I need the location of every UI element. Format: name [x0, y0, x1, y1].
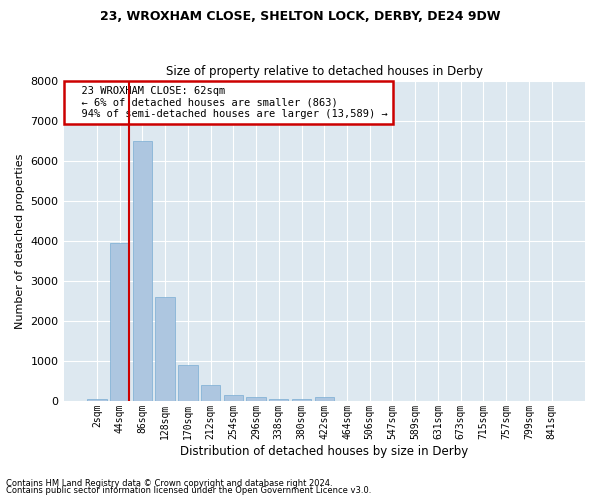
X-axis label: Distribution of detached houses by size in Derby: Distribution of detached houses by size … — [180, 444, 469, 458]
Text: Contains HM Land Registry data © Crown copyright and database right 2024.: Contains HM Land Registry data © Crown c… — [6, 478, 332, 488]
Bar — [314, 397, 334, 401]
Text: 23, WROXHAM CLOSE, SHELTON LOCK, DERBY, DE24 9DW: 23, WROXHAM CLOSE, SHELTON LOCK, DERBY, … — [100, 10, 500, 23]
Bar — [178, 365, 197, 401]
Title: Size of property relative to detached houses in Derby: Size of property relative to detached ho… — [166, 66, 483, 78]
Bar — [292, 399, 311, 401]
Bar — [247, 397, 266, 401]
Bar — [201, 385, 220, 401]
Y-axis label: Number of detached properties: Number of detached properties — [15, 154, 25, 328]
Bar — [87, 399, 107, 401]
Bar — [133, 141, 152, 401]
Bar — [110, 243, 130, 401]
Text: 23 WROXHAM CLOSE: 62sqm
  ← 6% of detached houses are smaller (863)
  94% of sem: 23 WROXHAM CLOSE: 62sqm ← 6% of detached… — [69, 86, 388, 119]
Bar — [269, 399, 289, 401]
Bar — [155, 297, 175, 401]
Bar — [224, 395, 243, 401]
Text: Contains public sector information licensed under the Open Government Licence v3: Contains public sector information licen… — [6, 486, 371, 495]
